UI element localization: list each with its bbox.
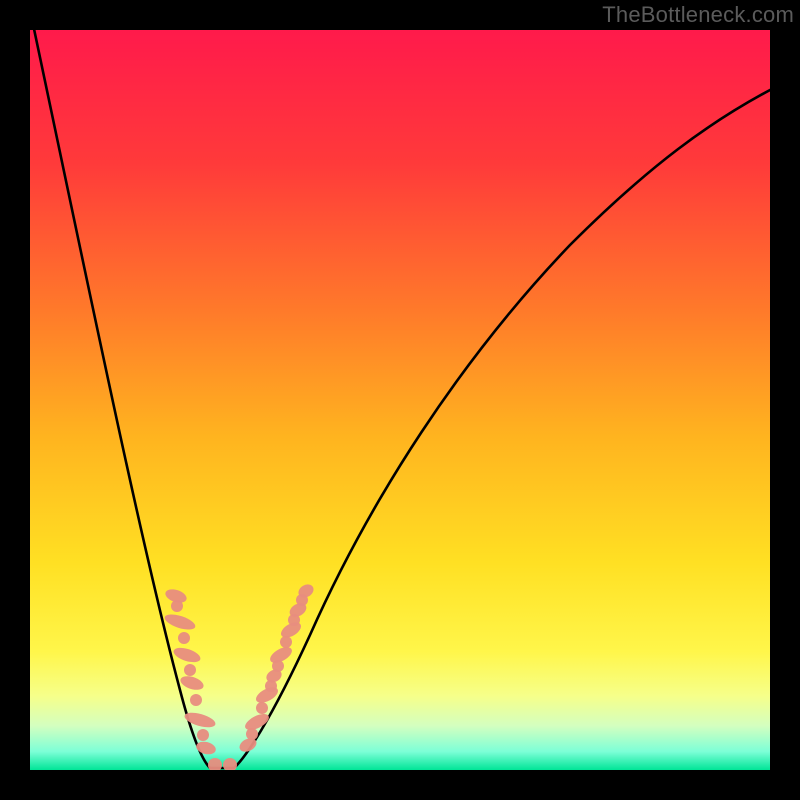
watermark-text: TheBottleneck.com <box>602 2 794 28</box>
marker-dot <box>246 728 258 740</box>
bottleneck-chart-root: TheBottleneck.com <box>0 0 800 800</box>
marker-dot <box>197 729 209 741</box>
marker-dot <box>296 594 308 606</box>
chart-svg <box>30 30 770 770</box>
marker-dot <box>280 636 292 648</box>
marker-dot <box>184 664 196 676</box>
marker-dot <box>190 694 202 706</box>
marker-dot <box>178 632 190 644</box>
marker-dot <box>272 660 284 672</box>
marker-dot <box>171 600 183 612</box>
plot-area <box>30 30 770 770</box>
marker-dot <box>256 702 268 714</box>
gradient-background <box>30 30 770 770</box>
marker-dot <box>265 680 277 692</box>
marker-dot <box>288 614 300 626</box>
